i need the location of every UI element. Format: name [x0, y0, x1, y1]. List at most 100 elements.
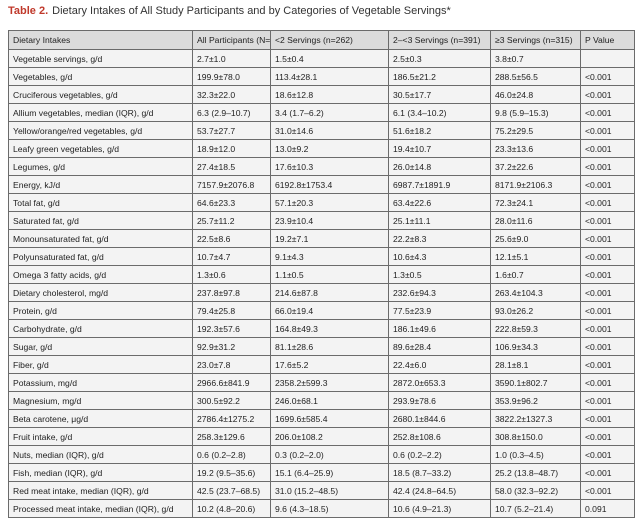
- table-cell: 25.6±9.0: [490, 229, 581, 248]
- table-cell: 1.0 (0.3–4.5): [490, 445, 581, 464]
- table-cell: 18.5 (8.7–33.2): [388, 463, 491, 482]
- row-label: Allium vegetables, median (IQR), g/d: [8, 103, 193, 122]
- table-row: Carbohydrate, g/d 192.3±57.6 164.8±49.3 186…: [8, 319, 635, 338]
- table-cell: 1699.6±585.4: [270, 409, 389, 428]
- table-cell: 222.8±59.3: [490, 319, 581, 338]
- row-label: Fruit intake, g/d: [8, 427, 193, 446]
- table-cell: <0.001: [580, 139, 635, 158]
- table-cell: 263.4±104.3: [490, 283, 581, 302]
- table-cell: 17.6±5.2: [270, 355, 389, 374]
- table-body: Vegetable servings, g/d 2.7±1.0 1.5±0.4 2.5…: [8, 49, 635, 518]
- table-cell: 106.9±34.3: [490, 337, 581, 356]
- row-label: Processed meat intake, median (IQR), g/d: [8, 499, 193, 518]
- table-row: Red meat intake, median (IQR), g/d 42.5 (…: [8, 481, 635, 500]
- table-cell: 42.4 (24.8–64.5): [388, 481, 491, 500]
- table-cell: 19.2 (9.5–35.6): [192, 463, 271, 482]
- table-cell: 42.5 (23.7–68.5): [192, 481, 271, 500]
- table-cell: 232.6±94.3: [388, 283, 491, 302]
- table-cell: <0.001: [580, 409, 635, 428]
- table-cell: 186.1±49.6: [388, 319, 491, 338]
- row-label: Potassium, mg/d: [8, 373, 193, 392]
- table-cell: 28.1±8.1: [490, 355, 581, 374]
- table-cell: 31.0 (15.2–48.5): [270, 481, 389, 500]
- column-header: Dietary Intakes: [8, 30, 193, 50]
- table-cell: <0.001: [580, 103, 635, 122]
- table-cell: <0.001: [580, 355, 635, 374]
- table-cell: 308.8±150.0: [490, 427, 581, 446]
- table-cell: <0.001: [580, 301, 635, 320]
- table-cell: <0.001: [580, 319, 635, 338]
- table-row: Protein, g/d 79.4±25.8 66.0±19.4 77.5±23.9 9…: [8, 301, 635, 320]
- table-cell: 58.0 (32.3–92.2): [490, 481, 581, 500]
- table-cell: <0.001: [580, 391, 635, 410]
- table-cell: 31.0±14.6: [270, 121, 389, 140]
- table-cell: 15.1 (6.4–25.9): [270, 463, 389, 482]
- row-label: Sugar, g/d: [8, 337, 193, 356]
- row-label: Dietary cholesterol, mg/d: [8, 283, 193, 302]
- row-label: Yellow/orange/red vegetables, g/d: [8, 121, 193, 140]
- row-label: Saturated fat, g/d: [8, 211, 193, 230]
- row-label: Vegetable servings, g/d: [8, 49, 193, 68]
- row-label: Protein, g/d: [8, 301, 193, 320]
- column-header: P Value: [580, 30, 635, 50]
- row-label: Omega 3 fatty acids, g/d: [8, 265, 193, 284]
- table-cell: 66.0±19.4: [270, 301, 389, 320]
- table-cell: <0.001: [580, 193, 635, 212]
- table-cell: <0.001: [580, 427, 635, 446]
- table-cell: 53.7±27.7: [192, 121, 271, 140]
- row-label: Fiber, g/d: [8, 355, 193, 374]
- table-cell: 7157.9±2076.8: [192, 175, 271, 194]
- table-cell: 10.6 (4.9–21.3): [388, 499, 491, 518]
- table-cell: 13.0±9.2: [270, 139, 389, 158]
- table-cell: 0.6 (0.2–2.2): [388, 445, 491, 464]
- column-header: <2 Servings (n=262): [270, 30, 389, 50]
- table-cell: 288.5±56.5: [490, 67, 581, 86]
- table-cell: 0.091: [580, 499, 635, 518]
- table-cell: 37.2±22.6: [490, 157, 581, 176]
- table-cell: <0.001: [580, 121, 635, 140]
- table-cell: 214.6±87.8: [270, 283, 389, 302]
- table-cell: 2680.1±844.6: [388, 409, 491, 428]
- table-cell: <0.001: [580, 445, 635, 464]
- row-label: Monounsaturated fat, g/d: [8, 229, 193, 248]
- table-cell: 1.6±0.7: [490, 265, 581, 284]
- table-cell: 19.2±7.1: [270, 229, 389, 248]
- table-cell: 77.5±23.9: [388, 301, 491, 320]
- table-cell: 10.2 (4.8–20.6): [192, 499, 271, 518]
- table-row: Fiber, g/d 23.0±7.8 17.6±5.2 22.4±6.0 28.1±8…: [8, 355, 635, 374]
- table-cell: 18.6±12.8: [270, 85, 389, 104]
- table-row: Dietary cholesterol, mg/d 237.8±97.8 214.6…: [8, 283, 635, 302]
- row-label: Vegetables, g/d: [8, 67, 193, 86]
- table-row: Total fat, g/d 64.6±23.3 57.1±20.3 63.4±22.…: [8, 193, 635, 212]
- table-cell: 2872.0±653.3: [388, 373, 491, 392]
- table-cell: 81.1±28.6: [270, 337, 389, 356]
- row-label: Carbohydrate, g/d: [8, 319, 193, 338]
- table-cell: 206.0±108.2: [270, 427, 389, 446]
- table-cell: 25.1±11.1: [388, 211, 491, 230]
- table-cell: 237.8±97.8: [192, 283, 271, 302]
- table-cell: <0.001: [580, 157, 635, 176]
- table-cell: 246.0±68.1: [270, 391, 389, 410]
- table-cell: <0.001: [580, 463, 635, 482]
- table-cell: 113.4±28.1: [270, 67, 389, 86]
- table-cell: 164.8±49.3: [270, 319, 389, 338]
- table-cell: <0.001: [580, 481, 635, 500]
- table-cell: <0.001: [580, 229, 635, 248]
- table-cell: <0.001: [580, 211, 635, 230]
- table-cell: 19.4±10.7: [388, 139, 491, 158]
- table-row: Monounsaturated fat, g/d 22.5±8.6 19.2±7.1…: [8, 229, 635, 248]
- table-caption: Dietary Intakes of All Study Participant…: [52, 5, 451, 17]
- table-row: Potassium, mg/d 2966.6±841.9 2358.2±599.3 2…: [8, 373, 635, 392]
- table-cell: 2786.4±1275.2: [192, 409, 271, 428]
- table-cell: 300.5±92.2: [192, 391, 271, 410]
- table-row: Processed meat intake, median (IQR), g/d…: [8, 499, 635, 518]
- table-row: Nuts, median (IQR), g/d 0.6 (0.2–2.8) 0.3 …: [8, 445, 635, 464]
- table-row: Yellow/orange/red vegetables, g/d 53.7±27…: [8, 121, 635, 140]
- table-cell: 3.8±0.7: [490, 49, 581, 68]
- table-cell: 28.0±11.6: [490, 211, 581, 230]
- row-label: Polyunsaturated fat, g/d: [8, 247, 193, 266]
- table-cell: <0.001: [580, 247, 635, 266]
- table-cell: 64.6±23.3: [192, 193, 271, 212]
